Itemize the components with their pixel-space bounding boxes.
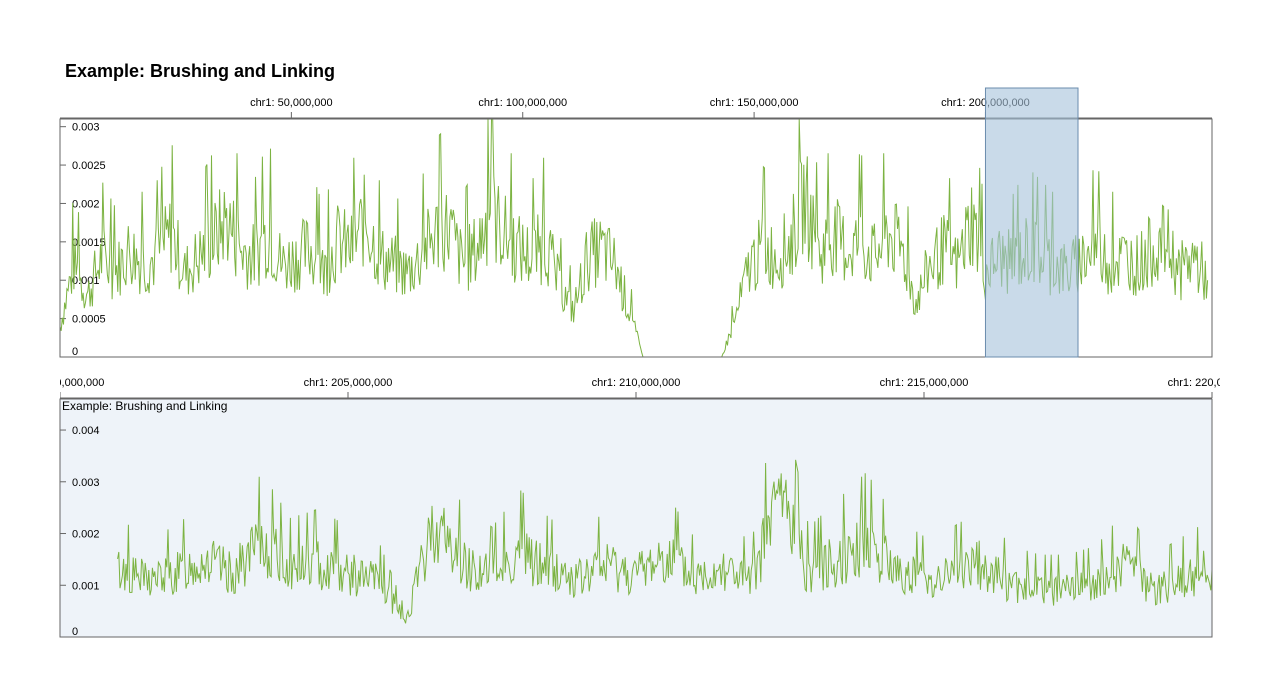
detail-x-ticks: chr1: 200,000,000 chr1: 205,000,000 chr1: … xyxy=(16,377,1257,398)
detail-plot-border xyxy=(59,398,1213,638)
detail-x-tick-label: chr1: 220,000,000 xyxy=(1168,377,1257,389)
overview-y-ticks: 0 0.0005 0.001 0.0015 0.002 0.0025 0.003 xyxy=(60,122,106,358)
overview-y-tick-label: 0.001 xyxy=(72,275,100,287)
overview-x-ticks: chr1: 50,000,000 chr1: 100,000,000 chr1: 1… xyxy=(250,97,1030,118)
overview-y-tick-label: 0.0025 xyxy=(72,160,106,172)
brush-selection[interactable] xyxy=(984,87,1079,358)
detail-series-line xyxy=(117,459,1212,624)
detail-y-tick-label: 0 xyxy=(72,626,78,638)
overview-y-tick-label: 0.0015 xyxy=(72,237,106,249)
detail-x-tick-label: chr1: 210,000,000 xyxy=(592,377,681,389)
overview-x-tick-label: chr1: 150,000,000 xyxy=(710,97,799,109)
detail-plot-area xyxy=(60,399,1212,637)
overview-x-tick-label: chr1: 50,000,000 xyxy=(250,97,333,109)
detail-y-ticks: 0 0.001 0.002 0.003 0.004 xyxy=(60,425,100,638)
detail-y-tick-label: 0.003 xyxy=(72,477,100,489)
detail-y-tick-label: 0.002 xyxy=(72,529,100,541)
overview-y-tick-label: 0.003 xyxy=(72,122,100,134)
detail-x-tick-label: chr1: 200,000,000 xyxy=(16,377,105,389)
overview-plot-border xyxy=(59,118,1213,358)
detail-x-tick-label: chr1: 215,000,000 xyxy=(880,377,969,389)
overview-y-tick-label: 0.0005 xyxy=(72,314,106,326)
detail-y-tick-label: 0.004 xyxy=(72,425,100,437)
overview-track: chr1: 50,000,000 chr1: 100,000,000 chr1: 1… xyxy=(59,87,1213,358)
detail-x-tick-label: chr1: 205,000,000 xyxy=(304,377,393,389)
detail-y-tick-label: 0.001 xyxy=(72,580,100,592)
detail-track: chr1: 200,000,000 chr1: 205,000,000 chr1: … xyxy=(16,377,1257,638)
overview-x-tick-label: chr1: 100,000,000 xyxy=(478,97,567,109)
detail-track-title: Example: Brushing and Linking xyxy=(62,399,227,413)
overview-y-tick-label: 0.002 xyxy=(72,198,100,210)
page-title: Example: Brushing and Linking xyxy=(65,61,336,81)
overview-y-tick-label: 0 xyxy=(72,346,78,358)
